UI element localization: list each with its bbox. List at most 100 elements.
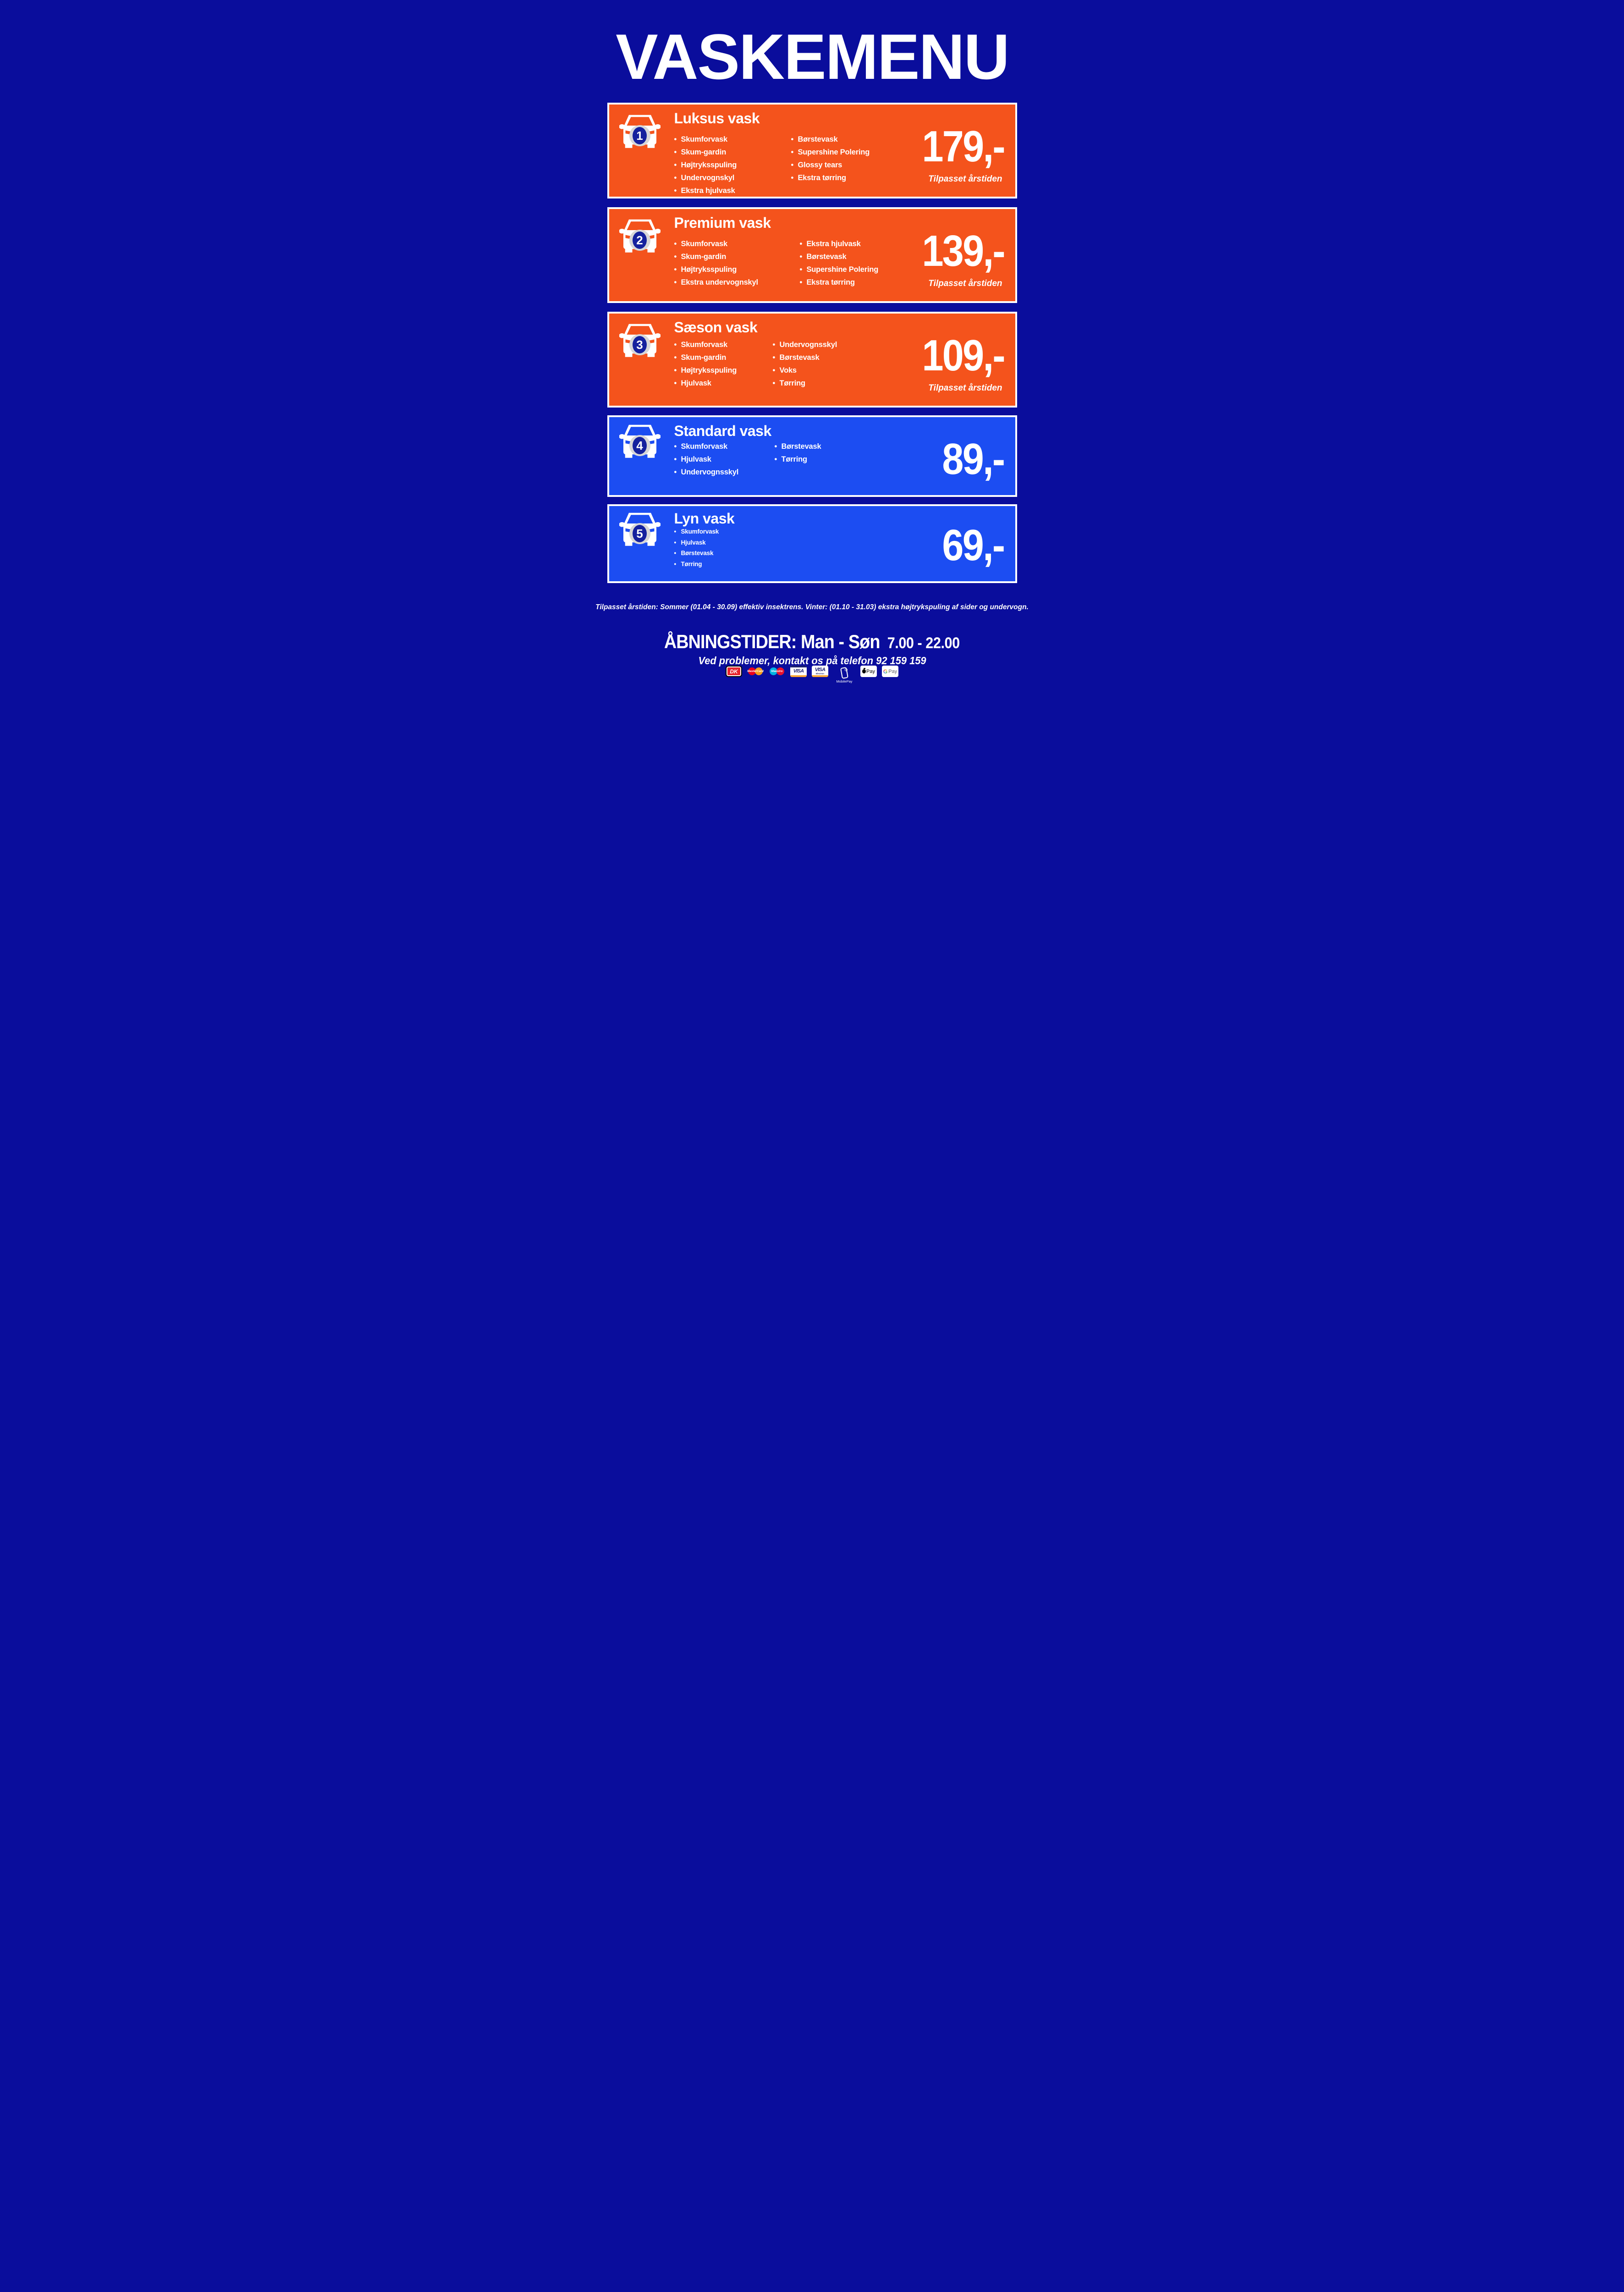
car-icon: 1 [619,112,661,150]
service-item: Tørring [773,377,837,390]
service-item: Hjulvask [674,453,775,466]
service-list-left: Skumforvask Skum-gardin Højtryksspuling … [674,338,773,390]
seasonal-footnote: Tilpasset årstiden: Sommer (01.04 - 30.0… [595,603,1029,611]
google-g-glyph: G [883,668,888,675]
service-item: Undervognskyl [674,171,791,184]
visa-blue-band [790,666,807,667]
visa-electron-label: VISA [815,667,826,673]
service-list-right: Børstevask Supershine Polering Glossy te… [791,133,870,197]
visa-electron-orange-band [812,675,828,677]
mobilepay-label: MobilePay [836,679,853,683]
service-list-left: Skumforvask Skum-gardin Højtryksspuling … [674,237,800,289]
card-number-ring: 2 [629,230,650,251]
card-number-ring: 5 [629,523,650,545]
card-number-badge: 4 [633,437,647,455]
price: 69,- [942,521,1005,570]
service-item: Skumforvask [674,237,800,250]
service-item: Hjulvask [674,377,773,390]
maestro-red-circle [776,667,784,675]
service-item: Undervognsskyl [773,338,837,351]
card-standard-vask: 4 Standard vask Skumforvask Hjulvask Und… [607,415,1017,497]
service-item: Skum-gardin [674,351,773,364]
visa-electron-icon: VISA Electron [812,666,828,677]
mastercard-orange-circle [755,667,763,675]
service-item: Glossy tears [791,159,870,171]
card-number-badge: 2 [633,231,647,249]
dankort-icon: DK [726,666,742,677]
service-item: Højtryksspuling [674,159,791,171]
google-pay-label: Pay [888,668,897,674]
card-premium-vask: 2 Premium vask Skumforvask Skum-gardin H… [607,207,1017,303]
service-item: Ekstra hjulvask [800,237,879,250]
apple-pay-icon: Pay [860,666,877,677]
service-list-left: Skumforvask Skum-gardin Højtryksspuling … [674,133,791,197]
card-title: Standard vask [674,423,772,439]
service-list-right: Undervognsskyl Børstevask Voks Tørring [773,338,837,390]
service-columns: Skumforvask Hjulvask Børstevask Tørring [674,526,719,569]
price: 179,- [922,122,1005,171]
service-list-left: Skumforvask Hjulvask Børstevask Tørring [674,526,719,569]
mobilepay-icon: MobilePay [833,666,855,685]
card-number-ring: 1 [629,125,650,147]
season-note: Tilpasset årstiden [928,383,1002,393]
service-item: Skumforvask [674,526,719,537]
service-item: Børstevask [674,548,719,559]
car-icon: 5 [619,510,661,548]
service-columns: Skumforvask Skum-gardin Højtryksspuling … [674,237,879,289]
car-icon: 4 [619,422,661,460]
apple-pay-label: Pay [866,668,875,674]
service-columns: Skumforvask Skum-gardin Højtryksspuling … [674,133,870,197]
visa-label: VISA [793,668,804,674]
service-item: Tørring [775,453,821,466]
price: 89,- [942,435,1005,484]
mobilepay-circle-glyph [844,668,848,672]
service-item: Ekstra tørring [791,171,870,184]
service-item: Ekstra undervognskyl [674,276,800,289]
card-number-ring: 3 [629,334,650,356]
card-number-badge: 3 [633,336,647,354]
car-icon: 3 [619,321,661,359]
service-item: Skum-gardin [674,250,800,263]
service-list-left: Skumforvask Hjulvask Undervognsskyl [674,440,775,479]
car-icon: 2 [619,216,661,255]
opening-hours-line: ÅBNINGSTIDER: Man - Søn 7.00 - 22.00 [560,631,1064,653]
card-luksus-vask: 1 Luksus vask Skumforvask Skum-gardin Hø… [607,103,1017,198]
maestro-cyan-circle [770,667,777,675]
card-title: Luksus vask [674,110,760,127]
service-item: Undervognsskyl [674,466,775,479]
service-item: Højtryksspuling [674,263,800,276]
service-item: Skumforvask [674,440,775,453]
service-item: Supershine Polering [791,146,870,159]
card-saeson-vask: 3 Sæson vask Skumforvask Skum-gardin Høj… [607,312,1017,408]
price: 139,- [922,226,1005,275]
service-item: Voks [773,364,837,377]
contact-line: Ved problemer, kontakt os på telefon 92 … [698,655,926,667]
service-list-right: Børstevask Tørring [775,440,821,479]
service-item: Hjulvask [674,537,719,548]
season-note: Tilpasset årstiden [928,279,1002,288]
mobilepay-phone-glyph [840,667,848,679]
mastercard-red-circle [748,667,756,675]
card-number-badge: 1 [633,127,647,145]
apple-logo-glyph [862,667,866,673]
price: 109,- [922,331,1005,380]
dankort-label: DK [730,668,738,675]
maestro-label: Maestro [771,670,783,673]
card-number-ring: 4 [629,435,650,457]
visa-orange-band [790,675,807,677]
visa-electron-sublabel: Electron [815,672,824,675]
maestro-icon: Maestro [769,666,785,677]
vaskemenu-poster: VASKEMENU 1 Luksus vask Skumforvask [560,0,1064,713]
service-item: Højtryksspuling [674,364,773,377]
service-item: Børstevask [791,133,870,146]
page-title: VASKEMENU [615,21,1009,93]
google-pay-icon: G Pay [882,666,898,677]
service-item: Børstevask [775,440,821,453]
service-item: Ekstra tørring [800,276,879,289]
card-title: Sæson vask [674,319,758,336]
service-item: Skum-gardin [674,146,791,159]
card-lyn-vask: 5 Lyn vask Skumforvask Hjulvask Børsteva… [607,504,1017,583]
service-item: Børstevask [800,250,879,263]
opening-hours-label: ÅBNINGSTIDER: Man - Søn [664,631,881,652]
service-columns: Skumforvask Skum-gardin Højtryksspuling … [674,338,837,390]
